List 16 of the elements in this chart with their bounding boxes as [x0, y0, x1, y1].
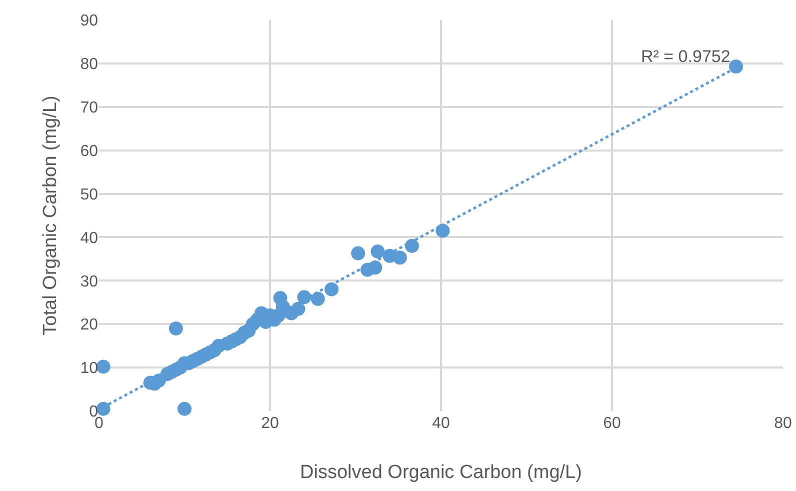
y-tick-label: 80: [80, 56, 98, 74]
x-axis-title: Dissolved Organic Carbon (mg/L): [300, 462, 582, 483]
x-tick-label: 20: [261, 415, 279, 432]
y-tick-label: 20: [80, 316, 98, 334]
y-tick-label: 30: [80, 273, 98, 290]
y-tick-label: 70: [80, 99, 98, 116]
y-tick-label: 10: [80, 360, 98, 378]
y-tick-label: 50: [80, 186, 98, 204]
y-tick-label: 60: [80, 142, 98, 160]
x-tick-label: 40: [432, 415, 450, 432]
x-tick-label: 60: [603, 415, 621, 432]
y-axis-title: Total Organic Carbon (mg/L): [40, 96, 62, 336]
y-tick-label: 40: [80, 230, 98, 247]
x-tick-label: 80: [774, 415, 792, 432]
y-tick-label: 90: [80, 12, 98, 30]
annotation: R² = 0.9752: [641, 47, 730, 66]
